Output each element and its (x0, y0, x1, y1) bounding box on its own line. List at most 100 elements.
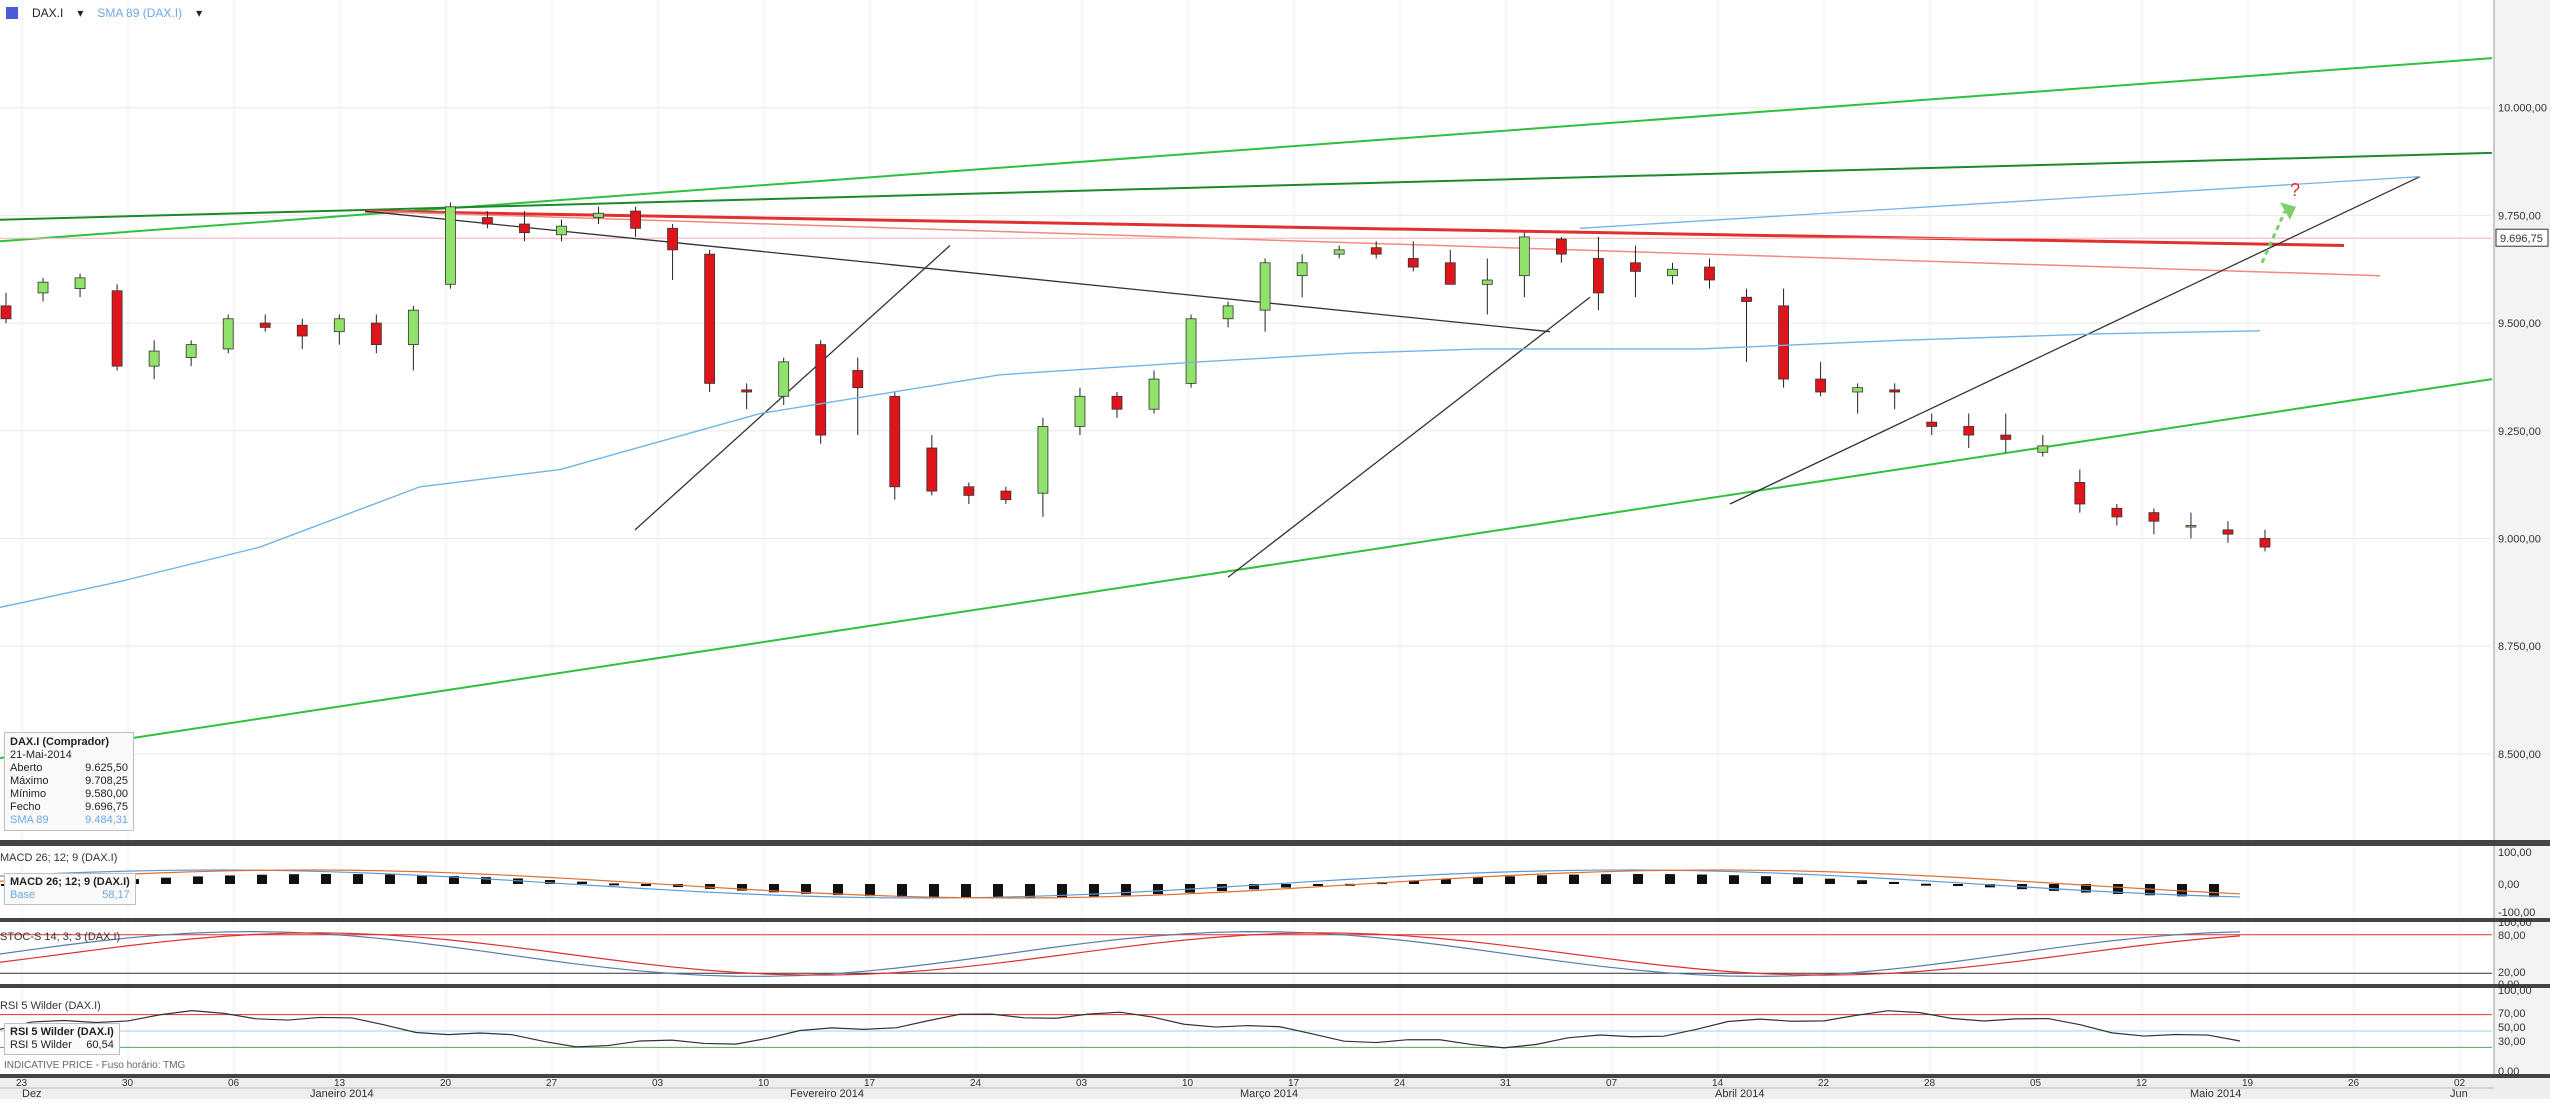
macd-histogram-bar (1729, 875, 1739, 884)
macd-histogram-bar (1569, 874, 1579, 884)
stoc-k-line (0, 931, 2241, 978)
candle-body (519, 223, 530, 234)
candle-body (1667, 268, 1678, 277)
macd-line (0, 869, 2241, 899)
candle-body (1555, 238, 1567, 255)
candle-bear (1778, 288, 1789, 388)
candle-bear (1000, 486, 1012, 504)
rsi-box-value: 60,54 (86, 1039, 114, 1051)
macd-axis-label: 0,00 (2498, 879, 2519, 891)
macd-histogram-bar (993, 884, 1003, 898)
macd-box-title: MACD 26; 12; 9 (DAX.I) (10, 876, 130, 888)
resistance-line-2 (364, 210, 2381, 277)
sma-89-line (0, 330, 2261, 609)
x-tick-label: 26 (2348, 1078, 2360, 1089)
y-tick-label: 8.500,00 (2498, 749, 2541, 761)
month-label: Dez (22, 1088, 42, 1099)
candle-bear (2074, 469, 2086, 513)
macd-histogram-bar (193, 876, 203, 884)
x-tick-label: 19 (2242, 1078, 2254, 1089)
panel-separator (0, 984, 2550, 988)
macd-histogram-bar (1121, 884, 1131, 896)
candle-body (1444, 262, 1456, 285)
candle-body (1296, 262, 1308, 277)
macd-histogram-bar (1089, 884, 1099, 897)
price-tooltip: DAX.I (Comprador) 21-Mai-2014 Aberto 9.62… (4, 732, 134, 831)
projection-arrow (2260, 210, 2287, 264)
macd-histogram-bar (929, 884, 939, 898)
candle-body (1889, 389, 1901, 393)
stoc-panel-label[interactable]: STOC-S 14; 3; 3 (DAX.I) (0, 931, 121, 943)
candle-bull (148, 340, 160, 380)
trend-line (1227, 296, 1591, 578)
symbol-label[interactable]: DAX.I (32, 6, 64, 20)
indicative-price-note: INDICATIVE PRICE - Fuso horário: TMG (4, 1060, 186, 1071)
macd-histogram-bar (1921, 883, 1931, 886)
candle-bull (407, 305, 419, 371)
x-tick-label: 30 (122, 1078, 134, 1089)
candle-bear (815, 340, 827, 444)
panel-separator (0, 840, 2550, 846)
month-label: Janeiro 2014 (310, 1088, 374, 1099)
macd-histogram-bar (289, 874, 299, 884)
macd-histogram-bar (385, 874, 395, 884)
tooltip-row-label: Aberto (10, 762, 43, 774)
x-tick-label: 24 (1394, 1078, 1406, 1089)
candle-bull (2037, 435, 2049, 457)
tooltip-row: Aberto 9.625,50 (10, 762, 128, 775)
rsi-axis-label: 0,00 (2498, 1066, 2519, 1078)
candle-body (1741, 296, 1752, 302)
candle-bull (1333, 245, 1345, 259)
tooltip-row-sma: SMA 89 9.484,31 (10, 814, 128, 827)
candle-body (1074, 395, 1086, 427)
candle-bear (2111, 504, 2123, 526)
macd-histogram-bar (417, 875, 427, 884)
rsi-axis-label: 70,00 (2498, 1008, 2526, 1020)
candle-bull (1296, 254, 1308, 298)
macd-histogram-bar (1825, 878, 1835, 884)
macd-histogram-bar (449, 875, 459, 884)
candle-bear (2259, 529, 2271, 552)
overlay-label[interactable]: SMA 89 (DAX.I) (97, 6, 183, 20)
candle-bear (370, 314, 382, 354)
candle-bear (889, 392, 901, 500)
candle-body (1000, 490, 1012, 501)
macd-panel-label[interactable]: MACD 26; 12; 9 (DAX.I) (0, 852, 118, 864)
candle-body (1148, 378, 1160, 410)
candle-bull (1481, 258, 1493, 315)
candle-body (222, 318, 234, 350)
candle-body (704, 253, 716, 384)
macd-histogram-bar (1281, 884, 1291, 888)
macd-axis-label: 100,00 (2498, 847, 2532, 859)
x-tick-label: 10 (758, 1078, 770, 1089)
candle-body (444, 206, 456, 285)
macd-histogram-bar (321, 874, 331, 884)
candle-bear (1444, 249, 1456, 285)
month-label: Março 2014 (1240, 1088, 1298, 1099)
panel-separator (0, 918, 2550, 922)
candle-body (2111, 507, 2123, 518)
y-tick-label: 9.250,00 (2498, 426, 2541, 438)
candle-body (926, 447, 938, 492)
candle-body (74, 277, 86, 290)
candle-body (1333, 249, 1345, 255)
candle-bear (926, 435, 938, 496)
macd-signal-line (0, 869, 2241, 899)
candle-body (1593, 258, 1604, 294)
candle-bear (1963, 413, 1975, 448)
candle-body (111, 290, 123, 367)
symbol-dropdown-chevron-icon[interactable]: ▾ (77, 6, 84, 20)
macd-histogram-bar (2081, 884, 2091, 893)
candle-body (1111, 395, 1123, 410)
stoc-axis-label: 20,00 (2498, 967, 2526, 979)
overlay-dropdown-chevron-icon[interactable]: ▾ (196, 6, 203, 20)
macd-info-box: MACD 26; 12; 9 (DAX.I) Base 58,17 (4, 873, 136, 905)
macd-histogram-bar (1889, 881, 1899, 884)
x-tick-label: 17 (1288, 1078, 1300, 1089)
rsi-panel-label[interactable]: RSI 5 Wilder (DAX.I) (0, 1000, 101, 1012)
price-axis (2494, 0, 2550, 1099)
projection-arrow-head (2280, 202, 2296, 220)
candle-bull (37, 277, 49, 302)
candle-body (296, 324, 308, 337)
